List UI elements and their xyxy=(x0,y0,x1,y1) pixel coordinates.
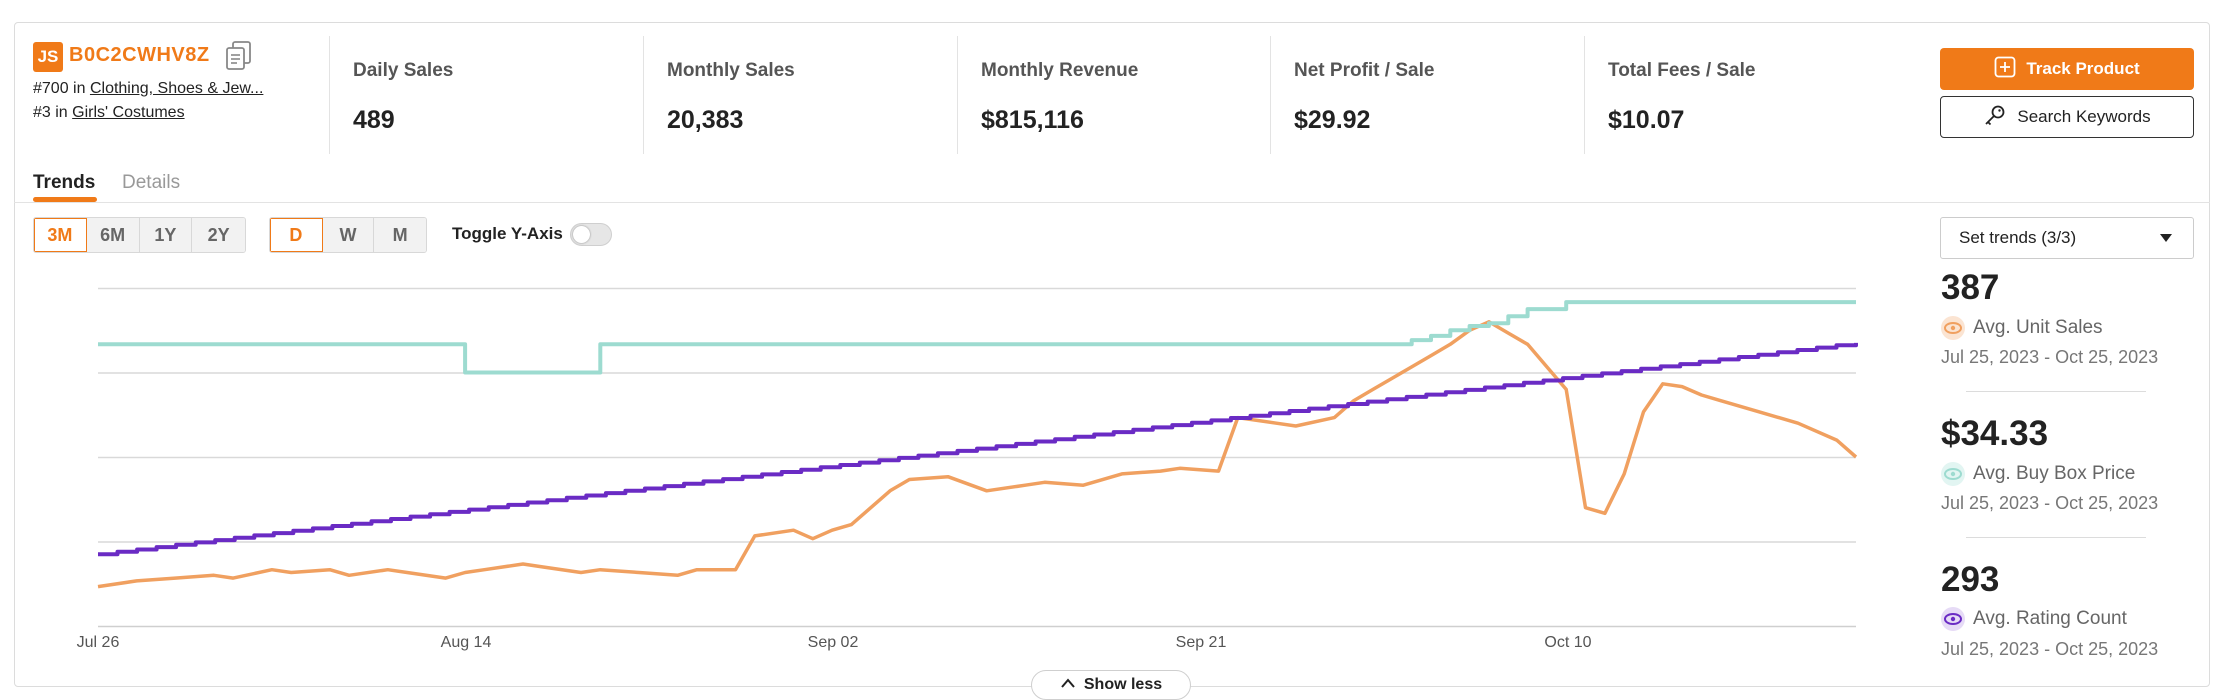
total-fees-label: Total Fees / Sale xyxy=(1608,60,1756,81)
avg-unit-sales-value: 387 xyxy=(1941,268,2000,307)
x-tick-label: Sep 21 xyxy=(1175,634,1227,651)
tab-active-indicator xyxy=(33,197,97,202)
toggle-knob xyxy=(573,226,590,243)
tab-details[interactable]: Details xyxy=(122,172,181,193)
metric-divider xyxy=(957,36,958,154)
junglescout-logo: JS xyxy=(33,42,63,72)
range-6m-button[interactable]: 6M xyxy=(86,218,140,252)
monthly-sales-value: 20,383 xyxy=(667,106,744,134)
track-product-label: Track Product xyxy=(2026,59,2140,78)
x-tick-label: Oct 10 xyxy=(1544,634,1592,651)
rank-secondary: #3 in Girls' Costumes xyxy=(33,104,185,122)
avg-unit-sales-label-row: Avg. Unit Sales xyxy=(1941,316,2103,340)
avg-buy-box-price-label-row: Avg. Buy Box Price xyxy=(1941,462,2135,486)
stat-divider xyxy=(1966,537,2146,538)
monthly-revenue-value: $815,116 xyxy=(981,106,1084,134)
trends-chart xyxy=(97,287,1858,628)
avg-unit-sales-range: Jul 25, 2023 - Oct 25, 2023 xyxy=(1941,347,2159,367)
net-profit-label: Net Profit / Sale xyxy=(1294,60,1435,81)
chart-series xyxy=(97,300,1858,589)
x-tick-label: Jul 26 xyxy=(76,634,120,651)
rank-primary-prefix: #700 in xyxy=(33,80,86,97)
key-icon xyxy=(1983,103,2007,132)
metric-divider xyxy=(1584,36,1585,154)
avg-rating-count-label: Avg. Rating Count xyxy=(1973,608,2127,629)
asin-link[interactable]: B0C2CWHV8Z xyxy=(69,44,210,66)
caret-down-icon xyxy=(2159,228,2173,248)
plus-square-icon xyxy=(1994,56,2016,83)
avg-rating-count-label-row: Avg. Rating Count xyxy=(1941,607,2127,631)
net-profit-value: $29.92 xyxy=(1294,106,1371,134)
set-trends-dropdown[interactable]: Set trends (3/3) xyxy=(1940,217,2194,259)
search-keywords-button[interactable]: Search Keywords xyxy=(1940,96,2194,138)
rank-primary-category-link[interactable]: Clothing, Shoes & Jew... xyxy=(89,80,264,97)
granularity-d-button[interactable]: D xyxy=(270,218,323,252)
metric-divider xyxy=(1270,36,1271,154)
monthly-sales-label: Monthly Sales xyxy=(667,60,795,81)
range-1y-button[interactable]: 1Y xyxy=(139,218,193,252)
range-3m-button[interactable]: 3M xyxy=(34,218,87,252)
total-fees-value: $10.07 xyxy=(1608,106,1685,134)
daily-sales-label: Daily Sales xyxy=(353,60,454,81)
series-line-rating-count xyxy=(98,342,1858,557)
tab-trends[interactable]: Trends xyxy=(33,172,96,193)
avg-unit-sales-label: Avg. Unit Sales xyxy=(1973,317,2103,338)
x-tick-label: Sep 02 xyxy=(807,634,859,651)
tabs-divider xyxy=(14,202,2210,203)
daily-sales-value: 489 xyxy=(353,106,395,134)
monthly-revenue-label: Monthly Revenue xyxy=(981,60,1139,81)
eye-icon[interactable] xyxy=(1941,607,1965,631)
track-product-button[interactable]: Track Product xyxy=(1940,48,2194,90)
chart-grid xyxy=(98,287,1856,628)
rank-primary: #700 in Clothing, Shoes & Jew... xyxy=(33,80,263,98)
rank-secondary-category-link[interactable]: Girls' Costumes xyxy=(72,104,185,121)
stat-divider xyxy=(1966,391,2146,392)
search-keywords-label: Search Keywords xyxy=(2017,107,2151,126)
granularity-selector: D W M xyxy=(269,217,427,253)
eye-icon[interactable] xyxy=(1941,316,1965,340)
show-less-button[interactable]: Show less xyxy=(1031,670,1191,700)
granularity-m-button[interactable]: M xyxy=(374,218,426,252)
avg-rating-count-range: Jul 25, 2023 - Oct 25, 2023 xyxy=(1941,639,2159,659)
granularity-w-button[interactable]: W xyxy=(322,218,375,252)
avg-buy-box-price-label: Avg. Buy Box Price xyxy=(1973,463,2136,484)
range-2y-button[interactable]: 2Y xyxy=(192,218,245,252)
show-less-label: Show less xyxy=(1083,676,1163,693)
toggle-y-axis-switch[interactable] xyxy=(570,223,612,246)
eye-icon[interactable] xyxy=(1941,462,1965,486)
rank-secondary-prefix: #3 in xyxy=(33,104,68,121)
x-tick-label: Aug 14 xyxy=(440,634,492,651)
avg-buy-box-price-value: $34.33 xyxy=(1941,414,2049,453)
metric-divider xyxy=(643,36,644,154)
chevron-up-icon xyxy=(1060,676,1076,694)
range-selector: 3M 6M 1Y 2Y xyxy=(33,217,246,253)
metric-divider xyxy=(329,36,330,154)
copy-icon[interactable] xyxy=(224,40,254,72)
avg-buy-box-price-range: Jul 25, 2023 - Oct 25, 2023 xyxy=(1941,493,2159,513)
series-line-buy-box-price xyxy=(98,300,1856,375)
toggle-y-axis-label: Toggle Y-Axis xyxy=(452,224,563,243)
set-trends-label: Set trends (3/3) xyxy=(1959,228,2077,247)
avg-rating-count-value: 293 xyxy=(1941,560,2000,599)
series-line-unit-sales xyxy=(97,320,1858,589)
